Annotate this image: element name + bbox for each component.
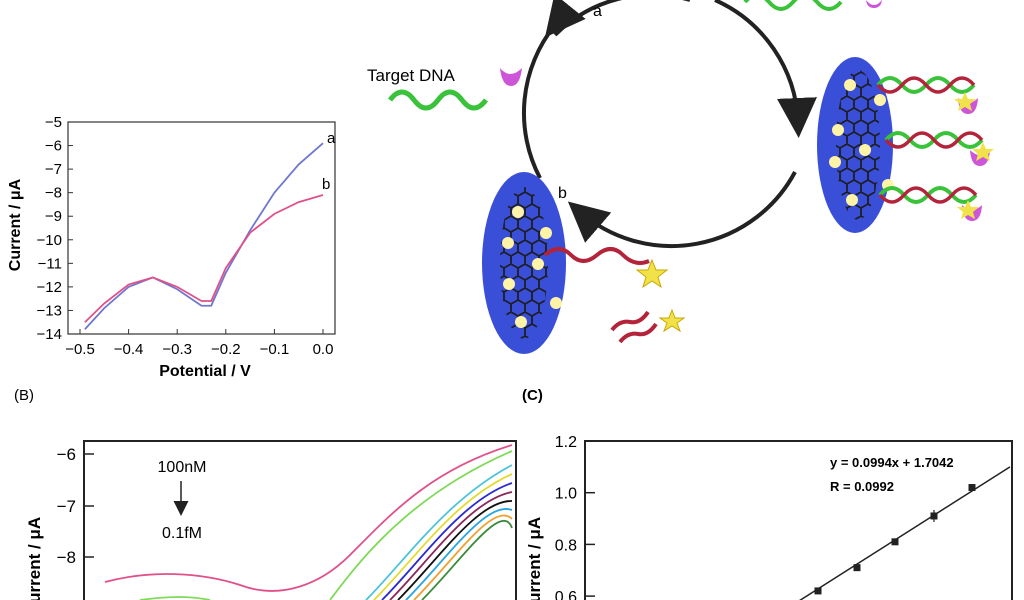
- target-dna-strand: [388, 89, 488, 111]
- chart-b-series: [104, 444, 513, 600]
- target-dna-label: Target DNA: [367, 66, 456, 85]
- panel-label-b: (B): [14, 387, 34, 404]
- chart-b-annotation-bottom: 0.1fM: [162, 525, 202, 542]
- state-a-label: a: [593, 3, 602, 20]
- chart-c-equation: y = 0.0994x + 1.7042: [830, 455, 954, 470]
- chart-b-y-tick-label: −7: [57, 497, 76, 516]
- chart-b-annotation-top: 100nM: [158, 459, 207, 476]
- inset-x-ticks: −0.5 −0.4 −0.3 −0.2 −0.1 0.0: [65, 329, 333, 358]
- target-dna-cap: [500, 68, 522, 86]
- inset-y-tick-label: −11: [38, 255, 62, 272]
- chart-c-y-axis-label: Current / μA: [525, 517, 544, 600]
- inset-y-tick-label: −5: [45, 114, 62, 131]
- inset-plot-frame: [67, 121, 336, 335]
- chart-c-fit-line: [799, 466, 1011, 600]
- schematic: a b Target DNA: [367, 0, 994, 354]
- chart-c-y-tick-label: 1.2: [555, 434, 577, 451]
- chart-b-series-6-line: [389, 491, 513, 600]
- chart-c: 1.2 1.0 0.8 0.6 y = 0.0994x + 1.7042 R = 0.…: [525, 434, 1013, 600]
- chart-b-series-10-line: [421, 520, 513, 600]
- chart-b: −6 −7 −8 100nM 0.1fM Current / μA: [25, 440, 517, 600]
- graphene-sheet-hybridized: [817, 57, 994, 233]
- chart-b-frame: [83, 440, 517, 600]
- inset-y-tick-label: −10: [37, 232, 62, 249]
- inset-y-tick-label: −9: [45, 208, 62, 225]
- state-b-label: b: [558, 185, 567, 202]
- cycle-arrow-bottom: [567, 171, 797, 249]
- inset-x-tick-label: −0.5: [65, 341, 95, 358]
- inset-x-tick-label: −0.4: [114, 341, 144, 358]
- cycle-arrow-top: [553, 0, 690, 37]
- chart-c-r-value: R = 0.0992: [830, 479, 894, 494]
- chart-c-y-tick-label: 1.0: [555, 486, 577, 503]
- inset-series-b-label: b: [322, 176, 330, 193]
- chart-c-y-tick-label: 0.8: [555, 537, 577, 554]
- cycle-arrow-right: [714, 0, 817, 138]
- inset-y-tick-label: −6: [45, 138, 62, 155]
- chart-b-series-1-line: [104, 444, 513, 592]
- inset-series-b-line: [84, 194, 324, 323]
- inset-series: [84, 142, 324, 330]
- chart-b-y-tick-label: −8: [57, 548, 76, 567]
- chart-b-series-4-line: [373, 473, 513, 600]
- inset-x-tick-label: −0.2: [211, 341, 241, 358]
- chart-b-series-3-line: [365, 464, 513, 600]
- chart-c-point: [814, 587, 822, 595]
- inset-y-ticks: −5 −6 −7 −8 −9 −10 −11 −12 −13 −14: [37, 114, 73, 343]
- inset-y-tick-label: −14: [37, 326, 62, 343]
- chart-b-series-5-line: [381, 482, 513, 600]
- chart-c-point: [968, 484, 976, 492]
- chart-b-y-tick-label: −6: [57, 445, 76, 464]
- panel-label-c: (C): [522, 387, 543, 404]
- inset-x-tick-label: −0.1: [260, 341, 290, 358]
- chart-c-y-ticks: 1.2 1.0 0.8 0.6: [555, 434, 595, 600]
- chart-b-series-7-line: [397, 500, 513, 600]
- chart-c-y-tick-label: 0.6: [555, 589, 577, 600]
- inset-y-tick-label: −12: [37, 279, 62, 296]
- inset-y-axis-label: Current / μA: [7, 178, 24, 271]
- inset-y-tick-label: −8: [45, 185, 62, 202]
- top-dna-cap: [866, 0, 882, 8]
- chart-b-series-8-line: [405, 508, 513, 600]
- inset-series-a-line: [84, 142, 324, 330]
- inset-x-tick-label: −0.3: [162, 341, 192, 358]
- chart-b-y-axis-label: Current / μA: [25, 517, 44, 600]
- chart-c-point: [853, 564, 861, 572]
- inset-chart: −5−6−7−8−9−10−11−12−13−14 −0.5 −0.4 −0.3 −0…: [7, 114, 336, 380]
- inset-y-tick-label: −13: [37, 302, 62, 319]
- top-dna-fragment: [743, 0, 843, 11]
- chart-b-series-9-line: [413, 514, 513, 600]
- cycle-arrow-left: [521, 0, 586, 179]
- chart-b-y-ticks: −6 −7 −8: [57, 445, 94, 567]
- released-probes: [610, 308, 686, 344]
- chart-c-frame: [584, 440, 1013, 600]
- inset-series-a-label: a: [327, 130, 336, 147]
- inset-x-axis-label: Potential / V: [159, 363, 251, 380]
- chart-b-series-2-line: [139, 450, 513, 600]
- graphene-sheet-b: [482, 172, 669, 354]
- chart-c-points: [814, 484, 976, 595]
- chart-c-point: [891, 538, 899, 546]
- inset-x-tick-label: 0.0: [313, 341, 334, 358]
- inset-y-tick-label: −7: [45, 161, 62, 178]
